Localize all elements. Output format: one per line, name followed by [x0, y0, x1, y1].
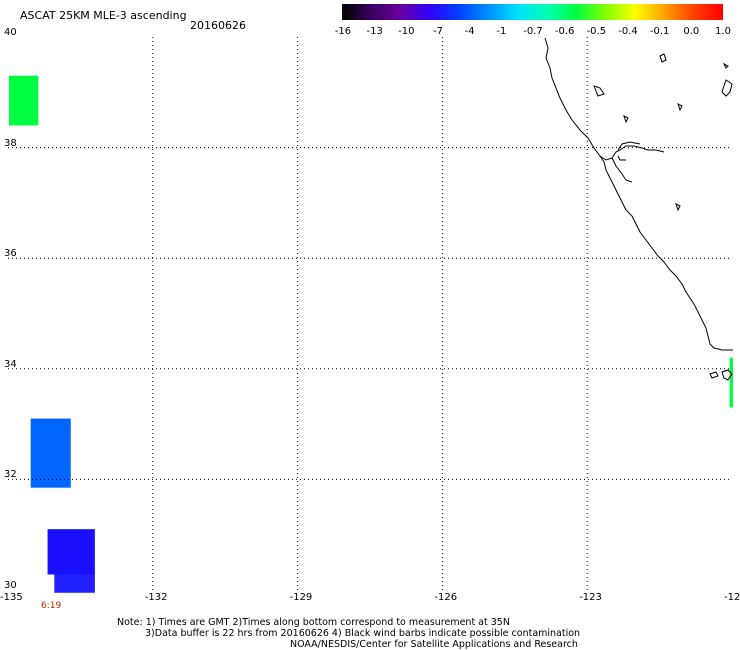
blue-swath-middle	[30, 418, 71, 488]
product-title: ASCAT 25KM MLE-3 ascending	[20, 9, 187, 22]
scatterometer-swaths	[8, 75, 733, 593]
lake-east	[677, 103, 683, 112]
color-scale-label: -16	[334, 26, 352, 37]
color-scale-label: -0.1	[649, 26, 670, 37]
coastline	[544, 37, 733, 381]
island-santa-cruz	[721, 369, 733, 381]
latitude-tick-label: 32	[4, 469, 17, 481]
latitude-tick-label: 30	[4, 580, 17, 591]
color-scale-label: -0.5	[586, 26, 607, 37]
color-scale-label: -10	[398, 26, 415, 37]
lake-central	[675, 203, 681, 212]
dark-blue-swath-south-lower	[54, 574, 95, 593]
longitude-tick-label: -132	[144, 592, 168, 603]
color-scale-label: -13	[366, 26, 383, 37]
longitude-tick-label: -123	[579, 592, 602, 603]
lat-lon-grid	[8, 37, 732, 590]
green-swath-north	[8, 75, 39, 126]
color-scale-label: 0.0	[683, 26, 700, 37]
coastline-sf-bay	[611, 141, 641, 183]
color-scale-bar	[342, 4, 723, 20]
swath-time-label: 6:19	[41, 601, 62, 611]
longitude-tick-label: -129	[289, 592, 313, 603]
latitude-tick-label: 34	[4, 358, 17, 370]
island-santa-rosa	[709, 371, 719, 379]
longitude-tick-label: -126	[434, 592, 458, 603]
latitude-tick-label: 38	[4, 137, 17, 149]
color-scale-label: -7	[433, 26, 443, 37]
color-scale-label: -4	[464, 26, 475, 37]
latitude-tick-label: 36	[4, 248, 17, 260]
lake-far-east	[722, 62, 729, 69]
lake-north	[593, 85, 605, 97]
product-date: 20160626	[190, 19, 246, 32]
coastline-california	[544, 37, 733, 351]
note-line-2: 3)Data buffer is 22 hrs from 20160626 4)…	[145, 628, 581, 639]
color-scale-label: -0.4	[618, 26, 638, 37]
color-scale-label: -1	[496, 26, 507, 37]
color-scale-label: -0.6	[554, 26, 575, 37]
lake-foothill	[623, 115, 629, 124]
latitude-tick-label: 40	[4, 27, 17, 38]
note-line-3: NOAA/NESDIS/Center for Satellite Applica…	[290, 639, 578, 650]
dark-blue-swath-south	[47, 529, 95, 575]
green-coastal-strip	[729, 357, 733, 408]
color-scale-label: -0.7	[523, 26, 543, 37]
longitude-tick-label: -120	[724, 592, 740, 603]
note-line-1: Note: 1) Times are GMT 2)Times along bot…	[117, 617, 510, 628]
lake-nevada	[721, 79, 733, 97]
lake-tahoe	[659, 53, 667, 63]
color-scale-gradient	[342, 4, 723, 20]
longitude-tick-label: -135	[0, 592, 23, 603]
color-scale-label: 1.0	[715, 26, 731, 37]
